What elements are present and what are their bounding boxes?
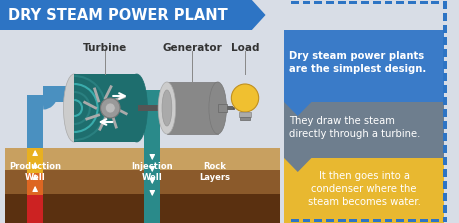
Text: Dry steam power plants
are the simplest design.: Dry steam power plants are the simplest … bbox=[289, 51, 426, 74]
Polygon shape bbox=[284, 158, 311, 172]
Bar bbox=[443, 205, 447, 213]
Text: Rock
Layers: Rock Layers bbox=[199, 162, 230, 182]
Bar bbox=[338, 1, 346, 4]
Bar bbox=[291, 219, 299, 222]
Text: They draw the steam
directly through a turbine.: They draw the steam directly through a t… bbox=[289, 116, 420, 139]
Bar bbox=[349, 219, 357, 222]
Text: Injection
Well: Injection Well bbox=[131, 162, 173, 182]
Bar bbox=[284, 158, 444, 223]
Bar bbox=[28, 195, 43, 223]
Text: Turbine: Turbine bbox=[83, 43, 128, 53]
Bar bbox=[385, 219, 392, 222]
Ellipse shape bbox=[126, 74, 147, 142]
Bar bbox=[443, 1, 447, 4]
Bar bbox=[408, 1, 416, 4]
Bar bbox=[420, 1, 428, 4]
Bar bbox=[28, 148, 43, 173]
Bar bbox=[239, 112, 251, 117]
Bar bbox=[443, 109, 447, 117]
Bar bbox=[408, 219, 416, 222]
Bar bbox=[5, 148, 280, 170]
Bar bbox=[443, 133, 447, 141]
Bar bbox=[443, 145, 447, 153]
Bar bbox=[240, 117, 250, 120]
Bar bbox=[145, 90, 160, 223]
Text: It then goes into a
condenser where the
steam becomes water.: It then goes into a condenser where the … bbox=[308, 171, 420, 207]
Bar bbox=[5, 170, 280, 194]
Bar bbox=[443, 181, 447, 189]
Bar bbox=[396, 219, 404, 222]
Bar bbox=[326, 1, 334, 4]
Bar bbox=[420, 219, 428, 222]
Bar bbox=[284, 30, 444, 102]
Polygon shape bbox=[284, 102, 311, 116]
Bar bbox=[443, 37, 447, 45]
Bar bbox=[314, 219, 322, 222]
Bar bbox=[302, 219, 310, 222]
Bar bbox=[443, 13, 447, 21]
Bar bbox=[74, 74, 137, 142]
Bar bbox=[28, 95, 43, 155]
Bar bbox=[349, 1, 357, 4]
Bar bbox=[443, 1, 447, 9]
Bar bbox=[443, 73, 447, 81]
Bar bbox=[314, 1, 322, 4]
Bar bbox=[218, 104, 228, 112]
Bar bbox=[396, 1, 404, 4]
Bar bbox=[443, 25, 447, 33]
Text: DRY STEAM POWER PLANT: DRY STEAM POWER PLANT bbox=[8, 8, 228, 23]
Bar bbox=[361, 1, 369, 4]
Bar bbox=[284, 102, 444, 158]
Ellipse shape bbox=[162, 90, 172, 126]
Text: Production
Well: Production Well bbox=[9, 162, 61, 182]
Bar bbox=[443, 219, 447, 222]
Bar bbox=[443, 193, 447, 201]
Bar bbox=[373, 219, 381, 222]
Bar bbox=[431, 219, 439, 222]
Bar bbox=[291, 1, 299, 4]
Ellipse shape bbox=[209, 82, 226, 134]
Ellipse shape bbox=[158, 82, 176, 134]
Bar bbox=[361, 219, 369, 222]
Bar bbox=[5, 194, 280, 223]
Polygon shape bbox=[28, 204, 43, 223]
Bar bbox=[443, 217, 447, 222]
Circle shape bbox=[231, 84, 259, 112]
Bar bbox=[443, 97, 447, 105]
Polygon shape bbox=[0, 0, 265, 30]
Bar bbox=[138, 105, 167, 111]
Bar bbox=[302, 1, 310, 4]
Bar bbox=[443, 157, 447, 165]
Bar bbox=[443, 121, 447, 129]
Bar bbox=[431, 1, 439, 4]
Bar bbox=[43, 86, 101, 102]
Circle shape bbox=[101, 98, 120, 118]
Bar bbox=[443, 49, 447, 57]
Bar bbox=[443, 61, 447, 69]
Bar bbox=[338, 219, 346, 222]
Bar bbox=[167, 82, 218, 134]
Text: Load: Load bbox=[231, 43, 259, 53]
Bar bbox=[385, 1, 392, 4]
Bar bbox=[28, 173, 43, 195]
Bar bbox=[443, 169, 447, 177]
Bar bbox=[443, 85, 447, 93]
Bar bbox=[373, 1, 381, 4]
Circle shape bbox=[106, 103, 115, 113]
Bar bbox=[228, 106, 233, 110]
Bar bbox=[326, 219, 334, 222]
Text: Generator: Generator bbox=[162, 43, 222, 53]
Ellipse shape bbox=[63, 74, 85, 142]
